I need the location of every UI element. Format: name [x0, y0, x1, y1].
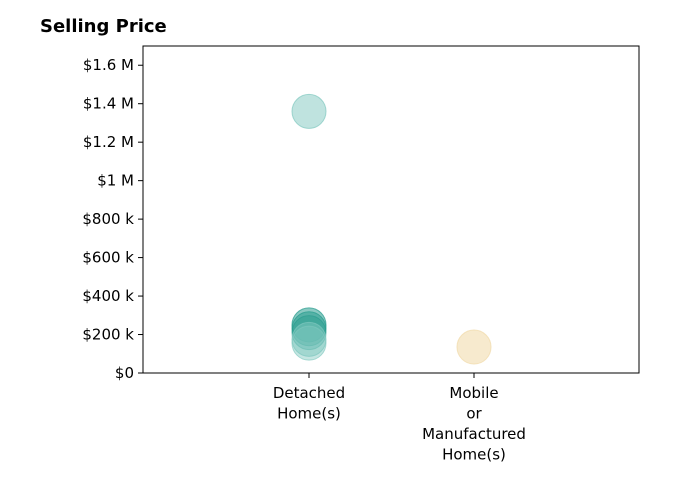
plot-frame	[142, 45, 640, 374]
x-tick-label: Detached Home(s)	[273, 384, 345, 423]
axis-layer: $0 $200 k $400 k $600 k $800 k $1 M $1.2 M $1.4…	[82, 45, 640, 464]
chart-title: Selling Price	[40, 16, 167, 37]
y-tick-label: $0	[115, 364, 134, 382]
points-layer	[291, 93, 492, 365]
y-tick-label: $600 k	[82, 249, 134, 267]
y-tick-label: $1.2 M	[83, 133, 134, 151]
y-tick-label: $800 k	[82, 210, 134, 228]
data-point	[291, 325, 327, 361]
y-tick-label: $200 k	[82, 326, 134, 344]
data-point	[291, 93, 327, 129]
data-point	[456, 329, 492, 365]
x-tick-label: Mobile or Manufactured Home(s)	[422, 384, 526, 464]
y-tick-label: $1.4 M	[83, 95, 134, 113]
y-tick-label: $1 M	[97, 172, 134, 190]
y-tick-label: $1.6 M	[83, 56, 134, 74]
y-tick-label: $400 k	[82, 287, 134, 305]
